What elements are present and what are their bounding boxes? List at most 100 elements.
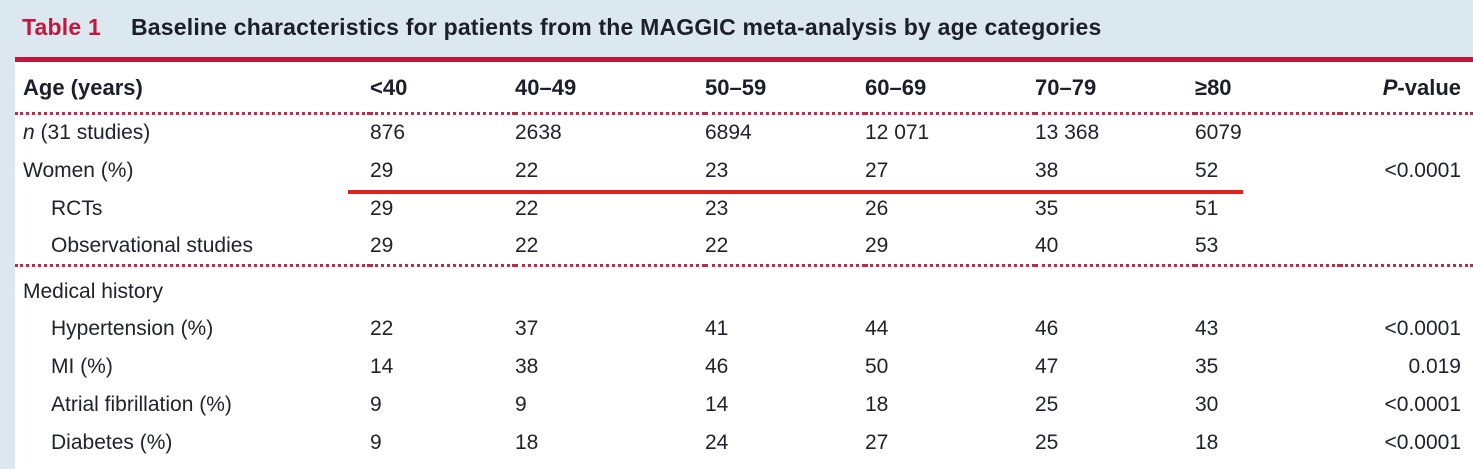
cell-value: 44 [865,316,889,340]
cell-value: 46 [1035,316,1059,340]
cell-value: 30 [1195,392,1219,416]
col-header-40-49: 40–49 [515,62,705,115]
cell-value: 29 [370,158,394,182]
cell-value: 35 [1195,354,1219,378]
cell-pvalue [1340,190,1473,228]
cell-value: 41 [705,316,729,340]
cell-value: 27 [865,158,889,182]
cell-value [705,266,865,310]
col-header-lt40: <40 [370,62,515,115]
cell-value: 22 [515,196,539,220]
cell-pvalue: <0.0001 [1384,316,1462,340]
cell-value: 9 [515,392,527,416]
cell-value: 35 [1035,196,1059,220]
cell-value: 26 [865,196,889,220]
cell-pvalue [1340,227,1473,267]
cell-value: 29 [865,227,1035,267]
table-caption: Table 1 Baseline characteristics for pati… [0,0,1473,57]
cell-pvalue: <0.0001 [1384,392,1462,416]
cell-value: 29 [370,196,394,220]
baseline-characteristics-table: Age (years) <40 40–49 50–59 60–69 70–79 … [15,62,1473,462]
cell-value: 38 [515,354,539,378]
cell-value: 53 [1195,227,1340,267]
table-row: Observational studies 29 22 22 29 40 53 [15,227,1473,267]
row-label: Medical history [23,280,164,304]
cell-value: 18 [865,392,889,416]
col-header-50-59: 50–59 [705,62,865,115]
table-row: Diabetes (%) 9 18 24 27 25 18 <0.0001 [15,424,1473,462]
row-label: MI (%) [51,354,113,378]
row-label: Hypertension (%) [51,316,214,340]
table-row: n (31 studies) 876 2638 6894 12 071 13 368 607… [15,114,1473,152]
row-label: n (31 studies) [15,114,370,152]
table-title: Baseline characteristics for patients fr… [130,14,1102,40]
cell-value: 876 [370,121,406,145]
cell-value: 37 [515,316,539,340]
table-body: n (31 studies) 876 2638 6894 12 071 13 368 607… [15,114,1473,462]
cell-value: 9 [370,392,382,416]
cell-value: 23 [705,196,729,220]
cell-value: 14 [705,392,729,416]
table-row: MI (%) 14 38 46 50 47 35 0.019 [15,348,1473,386]
table-row: Hypertension (%) 22 37 41 44 46 43 <0.0001 [15,310,1473,348]
cell-value: 38 [1035,158,1059,182]
cell-value: 6894 [705,121,752,145]
cell-value: 18 [515,430,539,454]
row-label: Diabetes (%) [51,430,173,454]
table-number: Table 1 [22,14,101,40]
col-header-70-79: 70–79 [1035,62,1195,115]
cell-pvalue: <0.0001 [1384,158,1462,182]
cell-value: 9 [370,430,382,454]
cell-value: 24 [705,430,729,454]
cell-value: 23 [705,158,729,182]
cell-value: 6079 [1195,121,1242,145]
cell-pvalue [1340,114,1473,152]
col-header-60-69: 60–69 [865,62,1035,115]
cell-value: 27 [865,430,889,454]
cell-value: 50 [865,354,889,378]
cell-value: 40 [1035,227,1195,267]
table-row: RCTs 29 22 23 26 35 51 [15,190,1473,228]
cell-value [865,266,1035,310]
cell-pvalue: 0.019 [1408,354,1461,378]
cell-value [1195,266,1340,310]
col-header-ge80: ≥80 [1195,62,1340,115]
pvalue-italic-p: P [1382,75,1398,100]
cell-value [515,266,705,310]
cell-value: 43 [1195,316,1219,340]
cell-value: 22 [705,227,865,267]
table-container: Age (years) <40 40–49 50–59 60–69 70–79 … [15,57,1473,469]
cell-value: 29 [370,227,515,267]
cell-value: 14 [370,354,394,378]
section-header-row: Medical history [15,266,1473,310]
cell-value: 47 [1035,354,1059,378]
cell-value: 2638 [515,121,562,145]
col-header-pvalue: P-value [1340,62,1473,115]
cell-pvalue: <0.0001 [1384,430,1462,454]
cell-value: 52 [1195,158,1219,182]
row-label-italic: n [23,121,35,145]
row-label: RCTs [51,196,103,220]
cell-value: 13 368 [1035,121,1100,145]
row-label: Women (%) [23,158,134,182]
women-row-red-underline-annotation [348,190,1243,194]
cell-pvalue [1340,266,1473,310]
cell-value: 22 [370,316,394,340]
cell-value: 51 [1195,196,1219,220]
cell-value: 25 [1035,430,1059,454]
table-row: Atrial fibrillation (%) 9 9 14 18 25 30 <0.0001 [15,386,1473,424]
cell-value: 46 [705,354,729,378]
pvalue-rest: -value [1397,75,1461,100]
cell-value: 12 071 [865,121,930,145]
cell-value: 22 [515,158,539,182]
col-header-age: Age (years) [15,62,370,115]
cell-value: 22 [515,227,705,267]
row-label: Observational studies [15,227,370,267]
cell-value: 18 [1195,430,1219,454]
cell-value [370,266,515,310]
row-label: Atrial fibrillation (%) [51,392,232,416]
cell-value [1035,266,1195,310]
cell-value: 25 [1035,392,1059,416]
row-label-rest: (31 studies) [34,121,151,145]
